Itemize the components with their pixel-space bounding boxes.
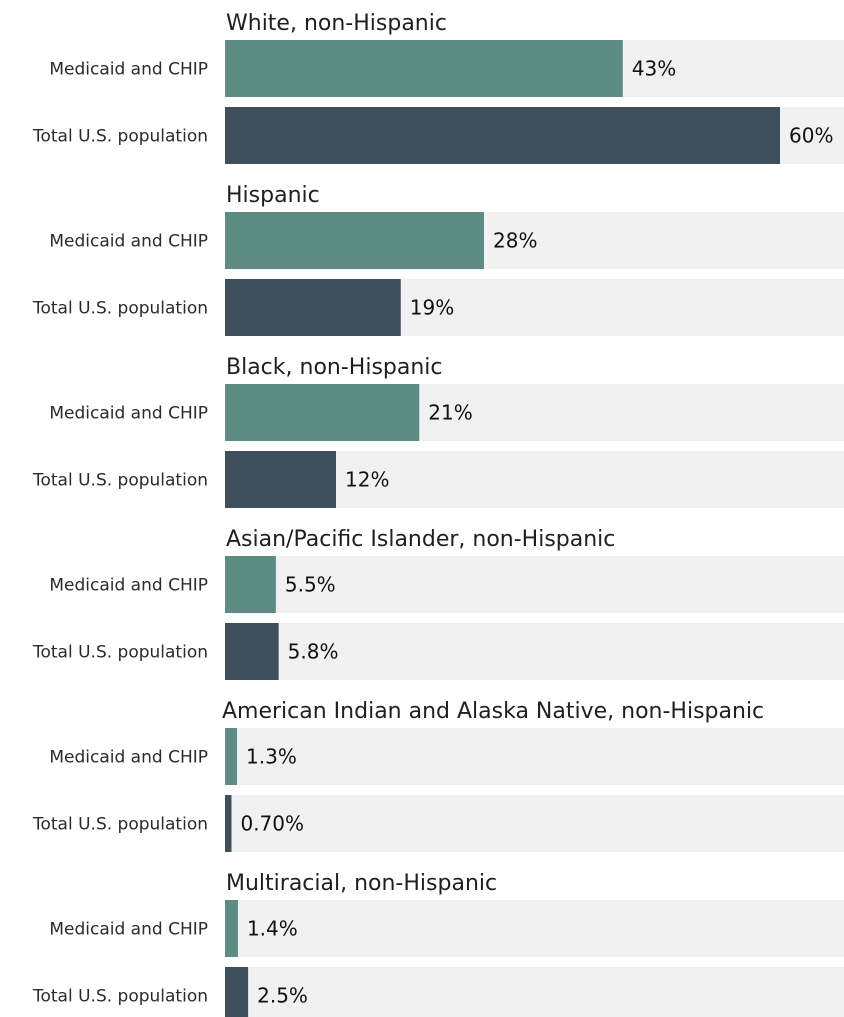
row-label: Medicaid and CHIP <box>49 232 208 252</box>
bar <box>225 279 401 336</box>
group-title: Multiracial, non-Hispanic <box>226 871 497 896</box>
data-label: 1.4% <box>247 917 298 941</box>
group-title: American Indian and Alaska Native, non-H… <box>222 699 764 724</box>
chart-group: Asian/Pacific Islander, non-Hispanic Medi… <box>32 527 844 680</box>
row-label: Medicaid and CHIP <box>49 748 208 768</box>
data-label: 12% <box>345 468 389 492</box>
data-label: 21% <box>428 401 472 425</box>
bar <box>225 728 238 785</box>
bar-track <box>225 556 844 613</box>
data-label: 0.70% <box>240 812 304 836</box>
group-title: Black, non-Hispanic <box>226 355 443 380</box>
group-title: Asian/Pacific Islander, non-Hispanic <box>226 527 615 552</box>
data-label: 2.5% <box>257 984 308 1008</box>
bar <box>225 212 484 269</box>
data-label: 60% <box>789 124 833 148</box>
row-label: Medicaid and CHIP <box>49 920 208 940</box>
row-label: Total U.S. population <box>32 643 208 663</box>
row-label: Total U.S. population <box>32 987 208 1007</box>
bar-track <box>225 795 844 852</box>
data-label: 28% <box>493 229 537 253</box>
bar-track <box>225 900 844 957</box>
row-label: Medicaid and CHIP <box>49 60 208 80</box>
data-label: 43% <box>632 57 676 81</box>
chart-group: Hispanic Medicaid and CHIP 28% Total U.S. p… <box>32 183 844 336</box>
row-label: Medicaid and CHIP <box>49 404 208 424</box>
row-label: Total U.S. population <box>32 815 208 835</box>
chart-group: Black, non-Hispanic Medicaid and CHIP 21% T… <box>32 355 844 508</box>
chart-group: White, non-Hispanic Medicaid and CHIP 43% T… <box>32 11 844 164</box>
data-label: 1.3% <box>246 745 297 769</box>
bar <box>225 107 780 164</box>
row-label: Medicaid and CHIP <box>49 576 208 596</box>
bar-track <box>225 623 844 680</box>
bar <box>225 384 420 441</box>
bar <box>225 795 232 852</box>
data-label: 19% <box>410 296 454 320</box>
bar <box>225 623 279 680</box>
bar <box>225 900 238 957</box>
bar-track <box>225 967 844 1017</box>
chart-group: American Indian and Alaska Native, non-H… <box>32 699 844 852</box>
group-title: Hispanic <box>226 183 320 208</box>
chart-group: Multiracial, non-Hispanic Medicaid and CH… <box>32 871 844 1017</box>
bar <box>225 556 276 613</box>
bar <box>225 451 336 508</box>
row-label: Total U.S. population <box>32 299 208 319</box>
row-label: Total U.S. population <box>32 127 208 147</box>
data-label: 5.8% <box>288 640 339 664</box>
data-label: 5.5% <box>285 573 336 597</box>
bar <box>225 967 249 1017</box>
bar <box>225 40 623 97</box>
group-title: White, non-Hispanic <box>226 11 447 36</box>
bar-track <box>225 728 844 785</box>
row-label: Total U.S. population <box>32 471 208 491</box>
